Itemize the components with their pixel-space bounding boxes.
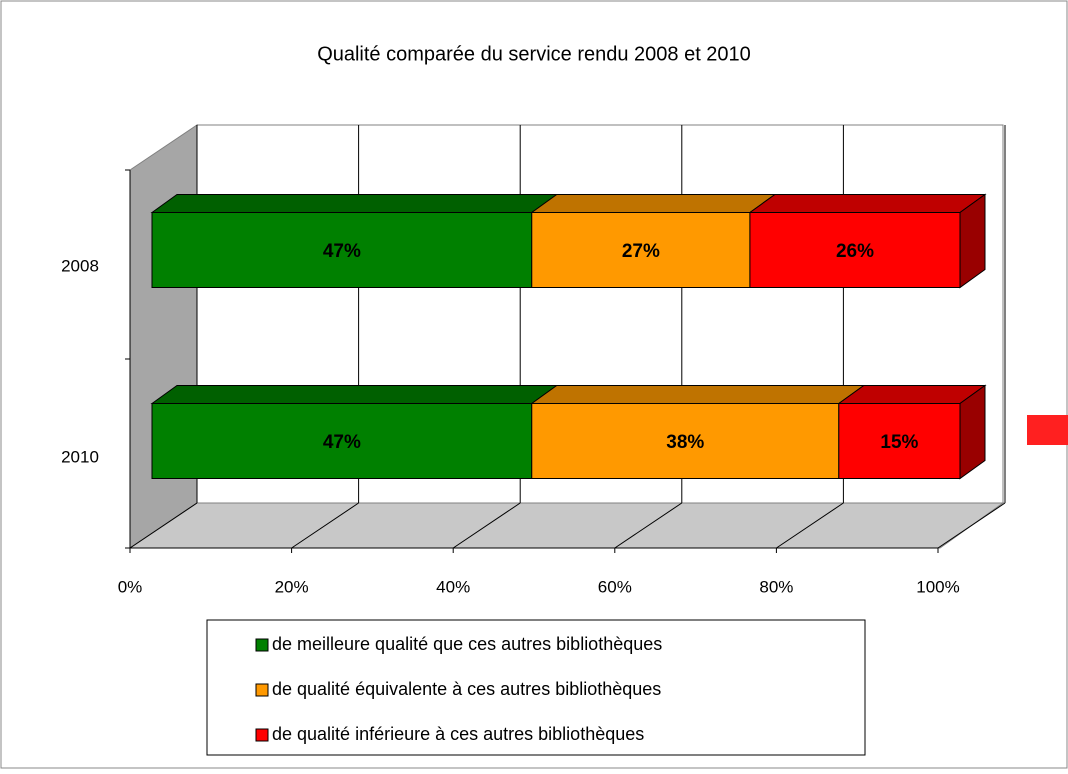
x-tick-label: 80% <box>759 577 793 596</box>
data-label: 47% <box>323 432 361 453</box>
legend-fragment <box>1027 415 1068 445</box>
data-label: 47% <box>323 241 361 262</box>
side-wall <box>129 124 198 549</box>
grid-line <box>776 502 844 549</box>
x-tick-label: 0% <box>118 577 143 596</box>
grid-line <box>614 502 683 549</box>
data-label: 38% <box>666 432 704 453</box>
x-tick-label: 100% <box>916 577 959 596</box>
legend-swatch <box>255 728 269 742</box>
y-tick-label: 2010 <box>61 447 99 466</box>
x-tick-label: 60% <box>598 577 632 596</box>
bar <box>151 403 533 479</box>
data-label: 27% <box>622 241 660 262</box>
data-label: 26% <box>836 241 874 262</box>
bar-top <box>150 194 559 213</box>
bar <box>531 403 840 479</box>
legend-label: de qualité inférieure à ces autres bibli… <box>272 724 644 744</box>
bar-top <box>530 194 777 213</box>
data-label: 15% <box>880 432 918 453</box>
legend-swatch <box>255 638 269 652</box>
legend-swatch <box>255 683 269 697</box>
chart-title: Qualité comparée du service rendu 2008 e… <box>317 43 751 65</box>
bar-top <box>150 385 559 404</box>
bar <box>749 212 961 288</box>
legend-label: de meilleure qualité que ces autres bibl… <box>272 634 662 654</box>
legend-label: de qualité équivalente à ces autres bibl… <box>272 679 661 699</box>
bar-top <box>748 194 987 213</box>
legend <box>206 619 866 756</box>
y-tick-label: 2008 <box>61 256 99 275</box>
bar <box>838 403 961 479</box>
floor <box>128 502 1005 549</box>
bar-side <box>959 193 986 289</box>
grid-line <box>937 502 1006 549</box>
grid-line <box>452 502 521 549</box>
grid-line <box>291 502 359 549</box>
x-tick-label: 40% <box>436 577 470 596</box>
bar-side <box>959 384 986 480</box>
x-tick-label: 20% <box>275 577 309 596</box>
grid-line <box>129 502 198 549</box>
bar-top <box>530 385 866 404</box>
bar <box>531 212 751 288</box>
